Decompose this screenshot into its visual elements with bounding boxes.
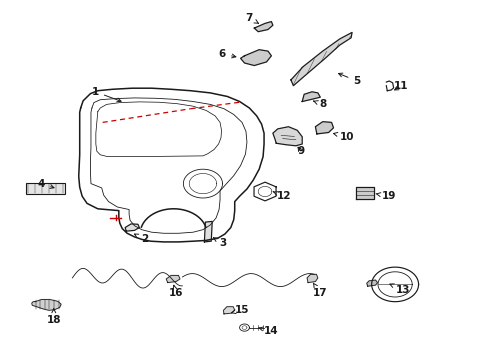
FancyBboxPatch shape	[26, 183, 64, 194]
Polygon shape	[125, 224, 139, 231]
Text: 18: 18	[46, 309, 61, 325]
Text: 19: 19	[375, 191, 395, 201]
Text: 4: 4	[38, 179, 54, 189]
Text: 9: 9	[297, 146, 304, 156]
Polygon shape	[355, 187, 373, 199]
Polygon shape	[366, 280, 377, 286]
Text: 14: 14	[258, 326, 278, 336]
Polygon shape	[306, 274, 317, 283]
Polygon shape	[32, 300, 61, 310]
Text: 16: 16	[168, 285, 183, 298]
Polygon shape	[302, 92, 320, 102]
Text: 6: 6	[219, 49, 235, 59]
Polygon shape	[204, 221, 212, 242]
Polygon shape	[223, 307, 234, 314]
Text: 17: 17	[312, 283, 327, 298]
Text: 13: 13	[389, 284, 410, 295]
Text: 12: 12	[273, 191, 290, 201]
Text: 3: 3	[213, 238, 225, 248]
Text: 8: 8	[313, 99, 325, 109]
Text: 2: 2	[134, 234, 147, 244]
Text: 15: 15	[231, 305, 249, 315]
Text: 10: 10	[333, 132, 354, 142]
Polygon shape	[240, 50, 271, 66]
Polygon shape	[166, 275, 180, 283]
Polygon shape	[315, 122, 333, 134]
Text: 11: 11	[393, 81, 407, 91]
Text: 5: 5	[338, 73, 360, 86]
Polygon shape	[290, 32, 351, 86]
Text: 1: 1	[92, 87, 121, 102]
Polygon shape	[254, 22, 272, 32]
Text: 7: 7	[245, 13, 258, 23]
Polygon shape	[272, 127, 302, 146]
